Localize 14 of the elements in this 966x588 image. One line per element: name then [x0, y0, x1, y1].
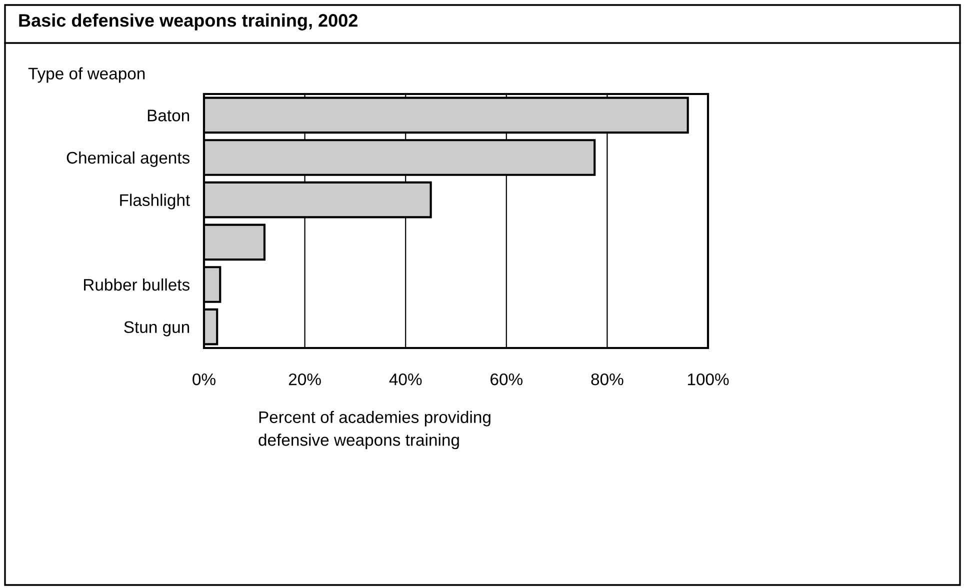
x-tick-label: 20%: [288, 373, 321, 386]
x-tick-label: 0%: [192, 373, 216, 386]
x-axis-title: Percent of academies providing defensive weapons training: [258, 410, 490, 450]
y-tick-label: Chemical agents: [66, 151, 190, 167]
y-tick-label: Flashlight: [120, 194, 190, 210]
x-tick-label: 60%: [490, 373, 522, 386]
y-tick-label: Baton: [148, 110, 190, 122]
y-tick-label: Rubber bullets: [84, 278, 190, 291]
y-axis-title: Type of weapon: [28, 67, 145, 83]
x-tick-label: 100%: [688, 373, 729, 386]
chart-title: Basic defensive weapons training, 2002: [19, 14, 358, 30]
y-tick-label: Stun gun: [124, 321, 190, 336]
x-tick-label: 40%: [389, 373, 422, 386]
x-tick-label: 80%: [591, 373, 624, 386]
